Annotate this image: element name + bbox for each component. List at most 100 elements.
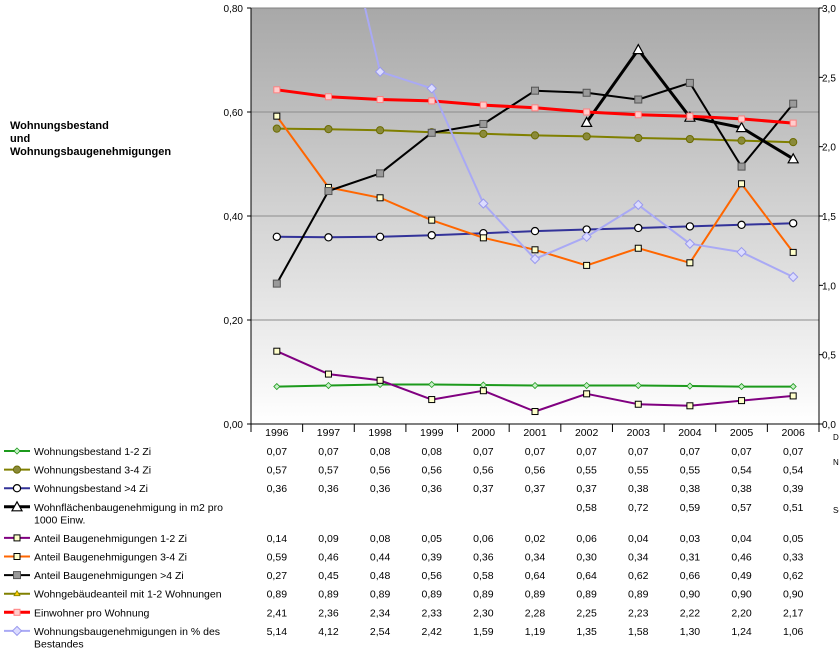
table-cell: 0,30 <box>576 552 597 564</box>
data-point <box>376 376 384 384</box>
data-point <box>789 382 797 391</box>
legend-label: Einwohner pro Wohnung <box>34 607 150 619</box>
legend-label: Wohnungsbestand 1-2 Zi <box>34 446 151 458</box>
data-point <box>324 93 332 101</box>
table-cell: 0,55 <box>576 465 597 477</box>
table-cell: 0,58 <box>576 502 597 514</box>
table-cell: 0,07 <box>267 446 288 458</box>
table-cell: 5,14 <box>267 626 288 638</box>
data-point <box>686 112 694 120</box>
table-cell: 2,17 <box>783 607 804 619</box>
table-row: Wohnungsbaugenehmigungen in % desBestand… <box>4 625 804 650</box>
table-cell: 0,37 <box>525 483 546 495</box>
series-6 <box>272 78 798 288</box>
table-cell: 0,64 <box>576 570 597 582</box>
table-cell: 0,36 <box>318 483 339 495</box>
data-point <box>324 370 332 378</box>
data-point <box>427 231 436 240</box>
data-point <box>634 244 642 252</box>
table-cell: 0,57 <box>731 502 752 514</box>
data-point <box>273 112 281 120</box>
table-cell: 2,20 <box>731 607 752 619</box>
data-point <box>634 95 643 104</box>
table-cell: 0,08 <box>370 446 391 458</box>
data-point <box>428 216 436 224</box>
table-cell: 0,39 <box>422 552 443 564</box>
chart-title: Wohnungsbestand und Wohnungsbaugenehmigu… <box>10 120 230 159</box>
data-point <box>324 125 333 134</box>
data-point <box>738 115 746 123</box>
table-cell: 0,03 <box>680 533 701 545</box>
table-cell: 0,09 <box>318 533 339 545</box>
data-point <box>13 447 21 455</box>
table-cell: 0,07 <box>525 446 546 458</box>
table-cell: 0,49 <box>731 570 752 582</box>
cut-off-label: Sep <box>833 506 839 515</box>
data-point <box>531 381 539 390</box>
table-cell: 0,90 <box>680 589 701 601</box>
table-cell: 2,33 <box>422 607 443 619</box>
table-cell: 0,27 <box>267 570 288 582</box>
data-point <box>376 96 384 104</box>
data-point <box>273 382 281 391</box>
table-cell: 0,56 <box>422 570 443 582</box>
legend-label: 1000 Einw. <box>34 514 85 526</box>
data-point <box>583 381 591 390</box>
y-right-tick-label: 1,0 <box>822 281 836 292</box>
data-point <box>736 246 747 258</box>
table-cell: 0,07 <box>628 446 649 458</box>
x-tick-label: 1996 <box>265 427 289 439</box>
table-cell: 0,39 <box>783 483 804 495</box>
table-cell: 0,07 <box>783 446 804 458</box>
data-point <box>375 126 385 135</box>
table-cell: 0,90 <box>731 589 752 601</box>
table-cell: 0,59 <box>267 552 288 564</box>
data-point <box>12 484 22 493</box>
table-cell: 2,42 <box>422 626 443 638</box>
table-cell: 0,34 <box>628 552 649 564</box>
data-point <box>13 534 21 542</box>
table-cell: 0,36 <box>473 552 494 564</box>
data-point <box>684 238 696 249</box>
data-point <box>13 571 21 580</box>
data-point <box>788 219 798 228</box>
data-point <box>479 129 488 138</box>
table-cell: 0,89 <box>318 589 339 601</box>
table-cell: 0,72 <box>628 502 649 514</box>
legend-label: Anteil Baugenehmigungen 3-4 Zi <box>34 552 187 564</box>
data-point <box>685 222 695 231</box>
table-cell: 0,07 <box>318 446 339 458</box>
table-cell: 1,58 <box>628 626 649 638</box>
table-cell: 1,24 <box>731 626 752 638</box>
data-point <box>685 134 695 144</box>
data-point <box>11 625 23 637</box>
legend-label: Bestandes <box>34 638 84 650</box>
table-cell: 0,56 <box>370 465 391 477</box>
data-point <box>272 279 281 288</box>
table-cell: 0,89 <box>370 589 391 601</box>
table-row: Anteil Baugenehmigungen 3-4 Zi 0,59 0,46 0,… <box>4 552 804 564</box>
table-cell: 0,46 <box>318 552 339 564</box>
cut-off-label: De <box>833 433 839 442</box>
data-point <box>531 86 539 95</box>
data-point <box>580 116 593 127</box>
legend-label: Wohnungsbaugenehmigungen in % des <box>34 626 220 638</box>
data-point <box>581 231 592 243</box>
table-row: Einwohner pro Wohnung 2,41 2,36 2,34 2,33 2,3… <box>4 607 804 619</box>
table-cell: 0,38 <box>628 483 649 495</box>
table-cell: 2,34 <box>370 607 391 619</box>
data-point <box>735 121 748 133</box>
data-point <box>789 248 797 256</box>
table-cell: 0,33 <box>783 552 804 564</box>
series-4 <box>273 347 797 416</box>
y-right-tick-label: 0,0 <box>822 420 836 431</box>
table-cell: 0,54 <box>731 465 752 477</box>
data-point <box>789 138 798 147</box>
data-point <box>685 78 694 87</box>
table-cell: 0,90 <box>783 589 804 601</box>
data-point <box>530 131 540 140</box>
data-point <box>583 261 591 269</box>
data-point <box>12 465 22 474</box>
data-point <box>737 136 746 145</box>
table-cell: 2,22 <box>680 607 701 619</box>
